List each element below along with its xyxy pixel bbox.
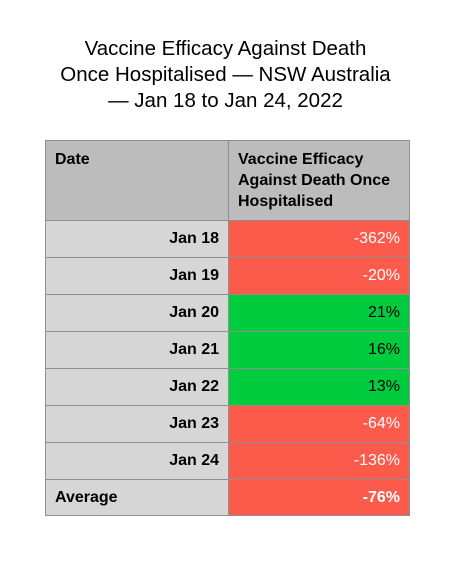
efficacy-table: Date Vaccine Efficacy Against Death Once…	[45, 140, 410, 516]
column-header-date: Date	[45, 140, 229, 221]
date-cell: Jan 20	[45, 294, 229, 332]
average-value: -76%	[228, 479, 410, 516]
date-cell: Jan 24	[45, 442, 229, 480]
efficacy-value-cell: -136%	[228, 442, 410, 480]
date-cell: Jan 21	[45, 331, 229, 369]
title-line-1: Vaccine Efficacy Against Death	[84, 37, 367, 60]
efficacy-value-cell: -362%	[228, 220, 410, 258]
table-body: Jan 18 -362% Jan 19 -20% Jan 20 21% Jan 21 16% J…	[45, 220, 410, 516]
table-row: Jan 20 21%	[45, 294, 410, 332]
title-line-2: Once Hospitalised — NSW Australia	[60, 63, 391, 86]
date-cell: Jan 22	[45, 368, 229, 406]
efficacy-value-cell: -64%	[228, 405, 410, 443]
efficacy-value-cell: 16%	[228, 331, 410, 369]
average-label: Average	[45, 479, 229, 516]
chart-title: Vaccine Efficacy Against Death Once Hosp…	[0, 36, 451, 114]
date-cell: Jan 18	[45, 220, 229, 258]
table-header-row: Date Vaccine Efficacy Against Death Once…	[45, 140, 410, 221]
date-cell: Jan 23	[45, 405, 229, 443]
efficacy-value-cell: 13%	[228, 368, 410, 406]
efficacy-value-cell: -20%	[228, 257, 410, 295]
average-row: Average -76%	[45, 479, 410, 516]
column-header-efficacy: Vaccine Efficacy Against Death Once Hosp…	[228, 140, 410, 221]
title-line-3: — Jan 18 to Jan 24, 2022	[108, 89, 343, 112]
table-row: Jan 22 13%	[45, 368, 410, 406]
table-row: Jan 24 -136%	[45, 442, 410, 480]
table-row: Jan 18 -362%	[45, 220, 410, 258]
table-row: Jan 21 16%	[45, 331, 410, 369]
date-cell: Jan 19	[45, 257, 229, 295]
table-row: Jan 23 -64%	[45, 405, 410, 443]
efficacy-value-cell: 21%	[228, 294, 410, 332]
table-row: Jan 19 -20%	[45, 257, 410, 295]
